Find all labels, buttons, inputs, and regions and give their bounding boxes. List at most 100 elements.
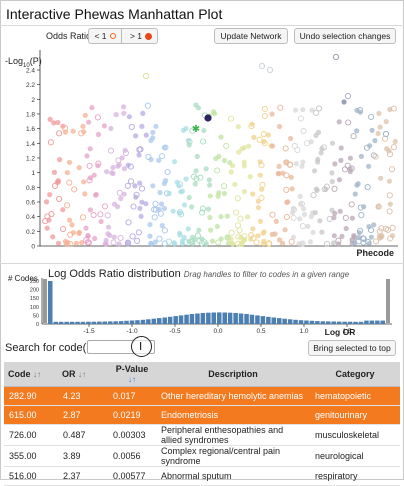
manhattan-point[interactable]: [331, 185, 338, 192]
manhattan-point[interactable]: [71, 186, 78, 193]
manhattan-point[interactable]: [136, 146, 143, 153]
manhattan-point[interactable]: [124, 182, 131, 189]
manhattan-point[interactable]: [214, 223, 220, 230]
manhattan-point[interactable]: [55, 240, 62, 246]
manhattan-point[interactable]: [82, 191, 88, 197]
manhattan-point[interactable]: [228, 229, 235, 236]
manhattan-point[interactable]: [236, 227, 243, 234]
manhattan-point[interactable]: [358, 153, 364, 159]
manhattan-point[interactable]: [121, 104, 127, 110]
manhattan-point[interactable]: [176, 210, 183, 216]
manhattan-point[interactable]: [156, 235, 163, 242]
manhattan-point[interactable]: [315, 156, 321, 162]
manhattan-point[interactable]: [128, 123, 135, 130]
manhattan-point[interactable]: [76, 165, 82, 171]
manhattan-point[interactable]: [162, 144, 169, 151]
highlighted-star-icon[interactable]: ✱: [192, 124, 200, 135]
manhattan-point[interactable]: [92, 235, 98, 242]
manhattan-point[interactable]: [148, 156, 154, 163]
manhattan-point[interactable]: [289, 186, 295, 192]
manhattan-point[interactable]: [236, 149, 242, 155]
manhattan-point[interactable]: [188, 239, 195, 246]
manhattan-point[interactable]: [105, 224, 112, 230]
manhattan-point[interactable]: [282, 145, 289, 152]
manhattan-point[interactable]: [241, 189, 247, 195]
manhattan-point[interactable]: [260, 230, 266, 236]
manhattan-point[interactable]: [192, 181, 198, 187]
manhattan-point[interactable]: [316, 105, 323, 112]
manhattan-point[interactable]: [331, 215, 337, 221]
manhattan-point[interactable]: [347, 155, 353, 161]
manhattan-point[interactable]: [117, 234, 124, 241]
manhattan-point[interactable]: [261, 112, 268, 120]
manhattan-point[interactable]: [288, 174, 294, 180]
manhattan-point[interactable]: [227, 115, 235, 122]
manhattan-point[interactable]: [216, 190, 222, 196]
manhattan-point[interactable]: [259, 181, 266, 188]
manhattan-point[interactable]: [337, 208, 343, 214]
manhattan-point[interactable]: [139, 199, 145, 205]
manhattan-point[interactable]: [280, 240, 286, 246]
manhattan-point[interactable]: [347, 166, 353, 172]
manhattan-point[interactable]: [197, 174, 204, 181]
manhattan-point[interactable]: [329, 179, 335, 185]
manhattan-point[interactable]: [201, 127, 207, 134]
manhattan-point[interactable]: [205, 206, 212, 212]
right-range-handle[interactable]: [386, 279, 390, 323]
update-network-button[interactable]: Update Network: [214, 28, 288, 44]
manhattan-point[interactable]: [376, 110, 382, 117]
manhattan-point[interactable]: [273, 218, 279, 224]
manhattan-point[interactable]: [368, 113, 375, 120]
manhattan-point[interactable]: [228, 169, 234, 175]
manhattan-point[interactable]: [185, 226, 191, 232]
manhattan-point[interactable]: [283, 213, 290, 220]
manhattan-point[interactable]: [246, 143, 252, 149]
manhattan-point[interactable]: [189, 234, 196, 240]
manhattan-point[interactable]: [344, 162, 351, 169]
manhattan-point[interactable]: [235, 240, 242, 247]
manhattan-point[interactable]: [339, 233, 345, 239]
undo-selection-button[interactable]: Undo selection changes: [294, 28, 396, 44]
manhattan-point[interactable]: [125, 241, 131, 247]
manhattan-point[interactable]: [250, 226, 256, 232]
manhattan-point[interactable]: [70, 128, 76, 134]
manhattan-point[interactable]: [309, 107, 315, 113]
manhattan-point[interactable]: [209, 238, 216, 244]
manhattan-point[interactable]: [94, 114, 101, 121]
manhattan-point[interactable]: [135, 229, 142, 236]
manhattan-point[interactable]: [143, 201, 149, 207]
manhattan-point[interactable]: [360, 235, 367, 242]
manhattan-point[interactable]: [97, 211, 104, 218]
manhattan-point[interactable]: [343, 225, 349, 232]
manhattan-point[interactable]: [257, 218, 263, 224]
manhattan-point[interactable]: [382, 130, 390, 138]
manhattan-point[interactable]: [85, 239, 92, 246]
manhattan-point[interactable]: [250, 235, 257, 242]
manhattan-point[interactable]: [42, 218, 49, 225]
manhattan-point[interactable]: [387, 106, 393, 113]
manhattan-point[interactable]: [73, 240, 79, 246]
manhattan-point[interactable]: [269, 111, 275, 117]
manhattan-point[interactable]: [62, 129, 69, 135]
manhattan-point[interactable]: [85, 233, 91, 239]
manhattan-point[interactable]: [301, 211, 308, 218]
manhattan-point[interactable]: [330, 240, 337, 246]
manhattan-point[interactable]: [266, 240, 273, 247]
manhattan-point[interactable]: [164, 168, 171, 176]
manhattan-point[interactable]: [101, 123, 107, 129]
manhattan-point[interactable]: [341, 166, 349, 173]
manhattan-point[interactable]: [159, 201, 165, 207]
manhattan-point[interactable]: [266, 66, 274, 74]
manhattan-point[interactable]: [130, 203, 137, 210]
table-row[interactable]: 615.00 2.87 0.0219 Endometriosis genitourina…: [4, 405, 400, 425]
manhattan-point[interactable]: [91, 172, 97, 178]
manhattan-point[interactable]: [66, 159, 73, 165]
manhattan-point[interactable]: [384, 226, 391, 233]
manhattan-point[interactable]: [296, 241, 302, 247]
manhattan-point[interactable]: [95, 163, 101, 169]
manhattan-point[interactable]: [261, 105, 268, 112]
manhattan-point[interactable]: [181, 202, 188, 208]
manhattan-point[interactable]: [230, 163, 236, 169]
manhattan-point[interactable]: [272, 231, 278, 237]
manhattan-point[interactable]: [247, 174, 253, 180]
